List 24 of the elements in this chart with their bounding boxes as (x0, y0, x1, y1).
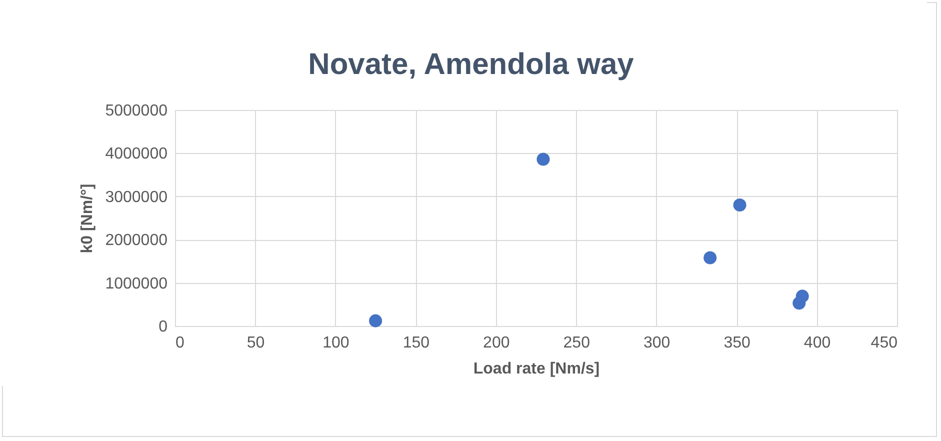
x-tick-label: 200 (483, 334, 510, 352)
point (704, 251, 717, 264)
y-tick-label: 3000000 (105, 188, 168, 206)
x-tick-label: 0 (176, 334, 184, 352)
x-tick-label: 350 (724, 334, 750, 352)
x-tick-label: 150 (402, 334, 430, 352)
x-tick-label: 450 (870, 334, 898, 352)
y-tick-label: 4000000 (105, 146, 168, 163)
x-tick-label: 50 (246, 334, 265, 352)
chart-title: Novate, Amendola way (308, 48, 634, 81)
point (796, 290, 809, 303)
point (536, 152, 550, 166)
y-tick-label: 5000000 (105, 102, 168, 120)
y-tick-label: 2000000 (105, 232, 168, 250)
point (369, 314, 382, 328)
y-axis-title: k0 [Nm/°] (79, 184, 96, 254)
x-tick-label: 400 (804, 334, 831, 352)
x-tick-label: 100 (322, 334, 350, 352)
x-axis-title: Load rate [Nm/s] (473, 360, 600, 378)
point (733, 198, 746, 212)
y-tick-label: 0 (158, 318, 168, 336)
x-tick-label: 300 (643, 334, 670, 352)
x-tick-label: 250 (563, 334, 590, 352)
y-tick-label: 1000000 (105, 275, 168, 292)
